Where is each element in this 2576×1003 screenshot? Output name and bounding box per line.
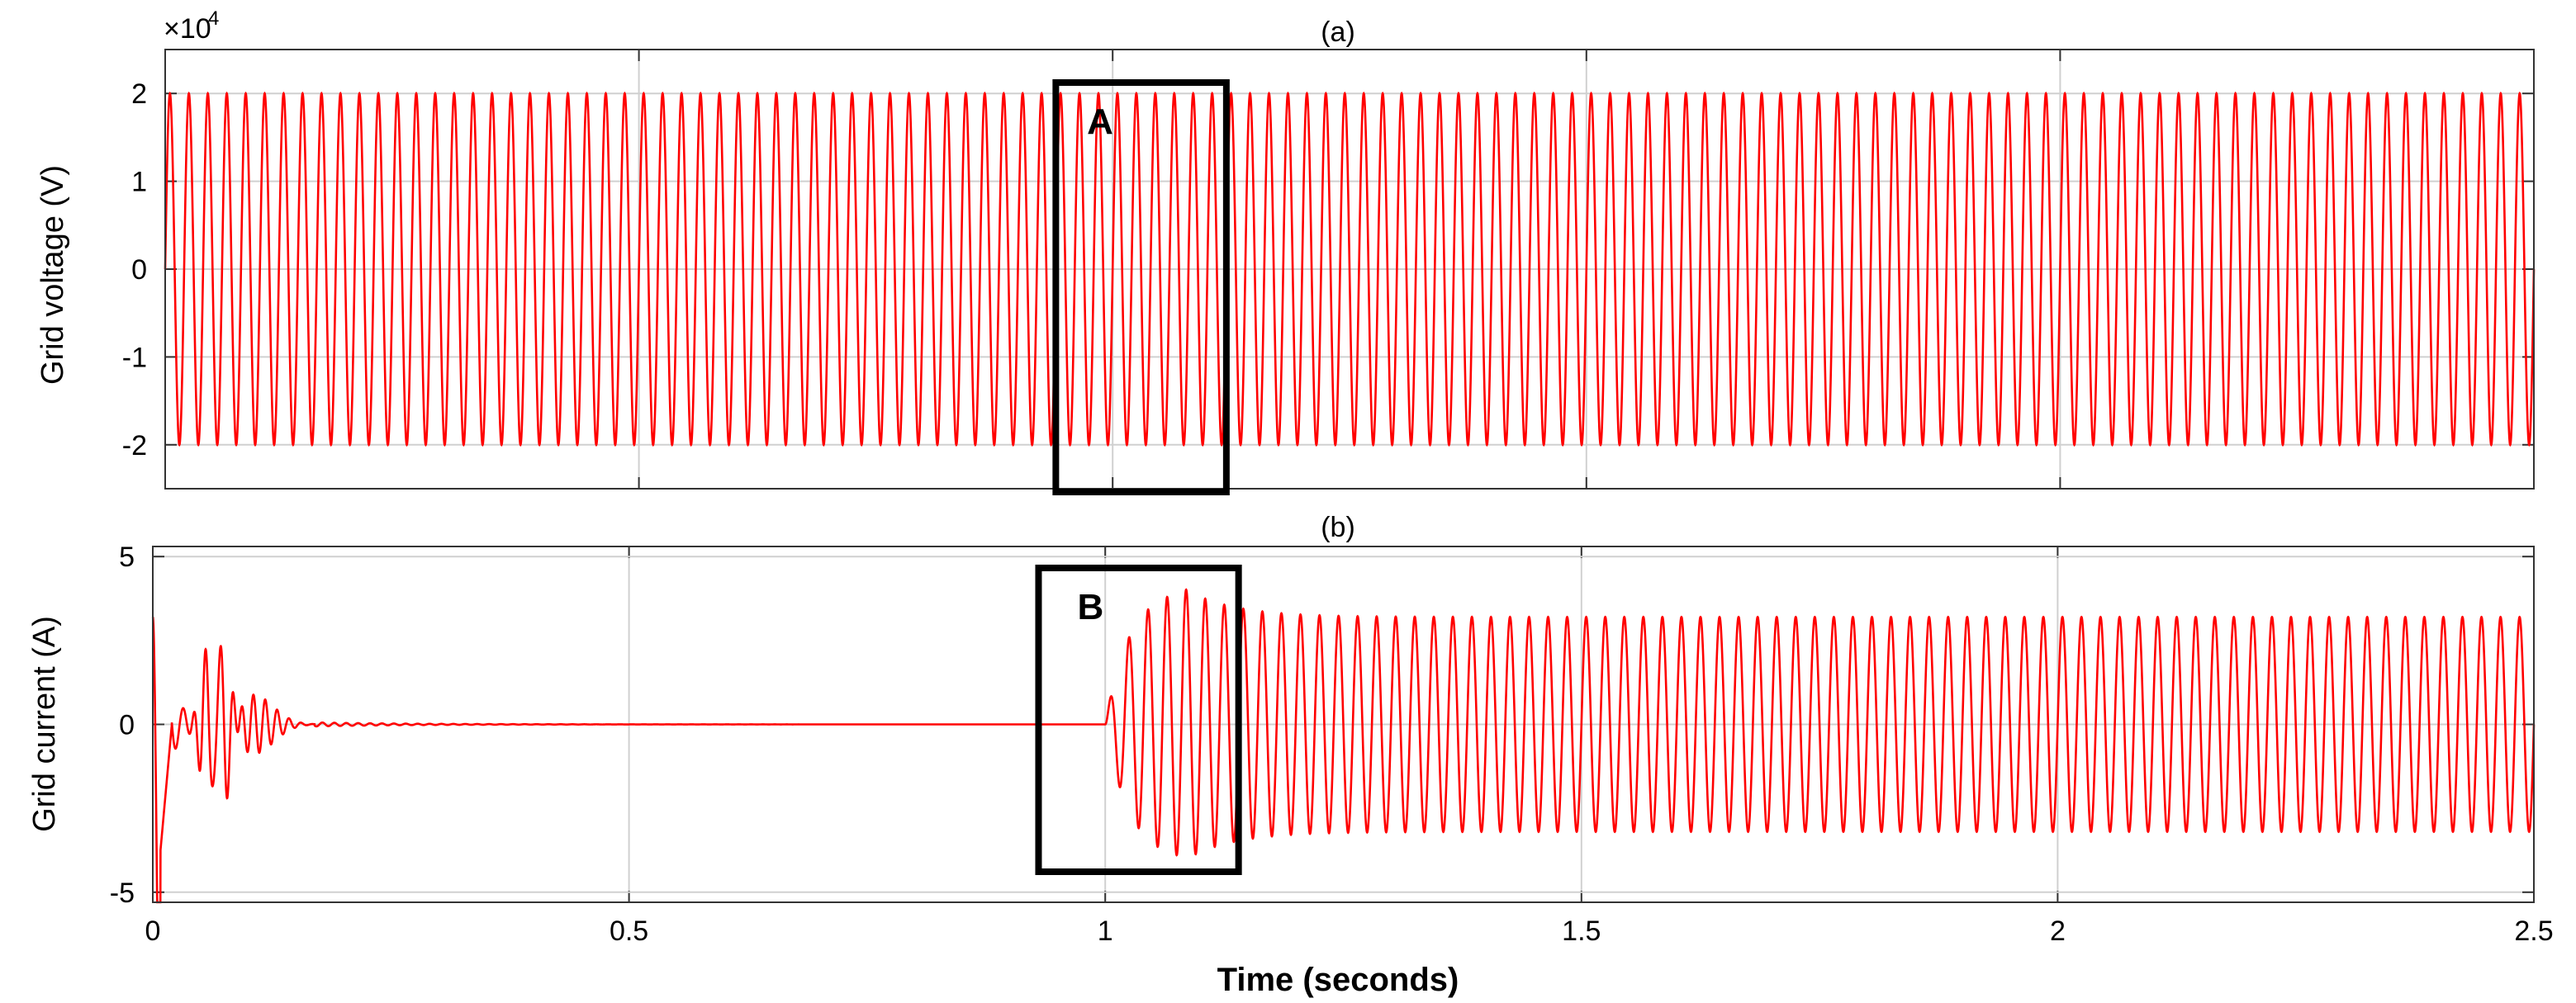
y-tick-label-b-2: 5 xyxy=(119,542,135,573)
panel-a: (a) ×10 4 -2 -1 0 1 2 A Grid voltage (V) xyxy=(36,7,2536,495)
y-multiplier: ×10 xyxy=(164,13,211,45)
x-tick-label-4: 2 xyxy=(2050,915,2066,947)
annotation-box-a xyxy=(1052,79,1230,495)
y-tick-label-a-2: 0 xyxy=(131,254,147,286)
x-tick-label-2: 1 xyxy=(1098,915,1113,947)
x-tick-label-0: 0 xyxy=(145,915,161,947)
series-grid-current xyxy=(151,588,2536,904)
y-tick-label-b-1: 0 xyxy=(119,710,135,741)
x-tick-label-3: 1.5 xyxy=(1562,915,1601,947)
y-tick-label-a-1: -1 xyxy=(122,342,147,373)
y-tick-label-a-3: 1 xyxy=(131,167,147,198)
annotation-label-b: B xyxy=(1078,587,1104,627)
x-tick-label-1: 0.5 xyxy=(610,915,648,947)
panel-a-y-axis-label: Grid voltage (V) xyxy=(36,165,70,385)
panel-b-y-axis-label: Grid current (A) xyxy=(27,616,62,832)
panel-b: (b) -5 0 5 0 0.5 1 1.5 2 2.5 B Grid current (A)… xyxy=(27,512,2554,998)
panel-a-axes-frame xyxy=(164,49,2535,490)
series-grid-voltage xyxy=(164,91,2536,447)
panel-b-x-ticks: 0 0.5 1 1.5 2 2.5 xyxy=(145,915,2554,947)
y-tick-label-a-0: -2 xyxy=(122,430,147,461)
annotation-box-b xyxy=(1035,565,1242,875)
annotation-label-a: A xyxy=(1087,102,1113,142)
x-tick-label-5: 2.5 xyxy=(2514,915,2553,947)
panel-a-title: (a) xyxy=(1321,17,1355,48)
y-multiplier-exponent: 4 xyxy=(208,7,219,30)
panel-b-y-ticks: -5 0 5 xyxy=(110,542,135,909)
y-tick-label-b-0: -5 xyxy=(110,878,135,909)
y-tick-label-a-4: 2 xyxy=(131,78,147,110)
panel-b-axes-frame xyxy=(152,546,2535,903)
panel-a-y-ticks: -2 -1 0 1 2 xyxy=(122,78,147,461)
panel-b-title: (b) xyxy=(1321,512,1355,543)
x-axis-label: Time (seconds) xyxy=(1217,962,1459,998)
panel-a-multiplier: ×10 4 xyxy=(164,7,219,45)
